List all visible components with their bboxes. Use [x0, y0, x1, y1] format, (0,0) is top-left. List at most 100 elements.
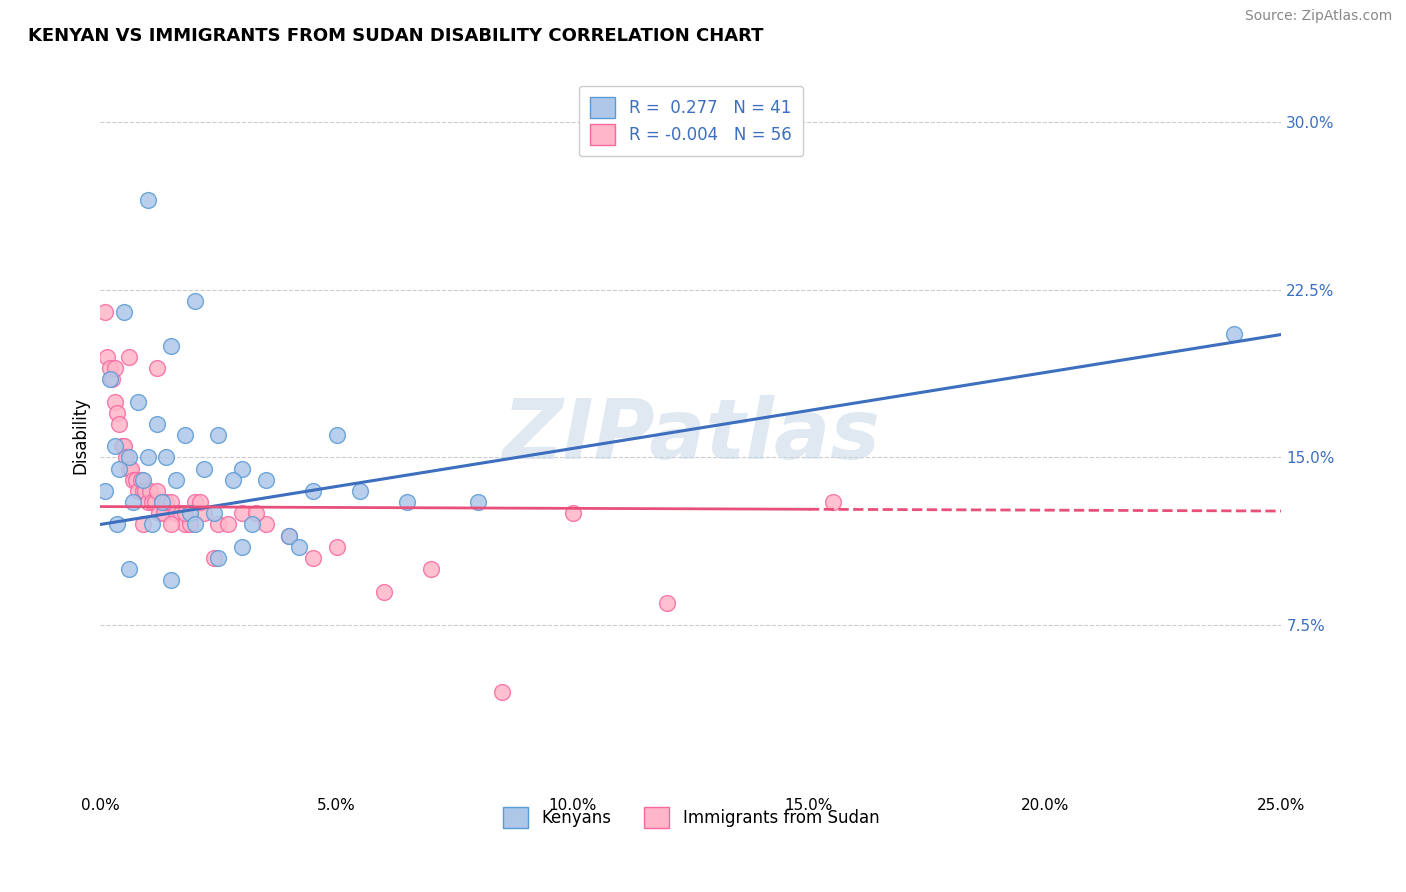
Point [108, 461, 131, 475]
Point [96, 350, 118, 364]
Point [396, 495, 419, 509]
Point [325, 428, 347, 442]
Point [94, 305, 117, 319]
Point [160, 574, 183, 588]
Legend: Kenyans, Immigrants from Sudan: Kenyans, Immigrants from Sudan [496, 801, 886, 834]
Point [325, 540, 347, 554]
Point [127, 394, 149, 409]
Point [169, 506, 191, 520]
Point [174, 517, 197, 532]
Point [349, 483, 371, 498]
Point [103, 394, 125, 409]
Point [143, 495, 166, 509]
Point [153, 506, 176, 520]
Point [136, 194, 159, 208]
Point [103, 439, 125, 453]
Point [174, 428, 197, 442]
Y-axis label: Disability: Disability [72, 396, 89, 474]
Point [231, 461, 253, 475]
Point [94, 483, 117, 498]
Point [132, 473, 155, 487]
Point [302, 551, 325, 566]
Point [141, 495, 163, 509]
Text: KENYAN VS IMMIGRANTS FROM SUDAN DISABILITY CORRELATION CHART: KENYAN VS IMMIGRANTS FROM SUDAN DISABILI… [28, 27, 763, 45]
Point [115, 450, 138, 465]
Point [302, 483, 325, 498]
Point [278, 528, 301, 542]
Point [134, 483, 156, 498]
Point [132, 483, 155, 498]
Point [141, 517, 163, 532]
Point [150, 495, 173, 509]
Point [202, 506, 225, 520]
Point [101, 372, 124, 386]
Point [122, 495, 145, 509]
Point [193, 506, 215, 520]
Point [184, 293, 207, 308]
Point [136, 450, 159, 465]
Point [240, 517, 263, 532]
Point [202, 551, 225, 566]
Point [657, 596, 679, 610]
Point [118, 461, 141, 475]
Point [125, 473, 148, 487]
Point [105, 406, 128, 420]
Point [160, 517, 183, 532]
Point [112, 439, 135, 453]
Point [146, 483, 169, 498]
Point [821, 495, 844, 509]
Point [179, 517, 201, 532]
Point [221, 473, 243, 487]
Point [467, 495, 489, 509]
Point [98, 361, 121, 376]
Point [231, 540, 253, 554]
Text: ZIPatlas: ZIPatlas [502, 394, 880, 475]
Point [561, 506, 583, 520]
Point [188, 495, 211, 509]
Point [245, 506, 267, 520]
Point [184, 495, 207, 509]
Point [112, 305, 135, 319]
Point [420, 562, 443, 576]
Point [155, 495, 177, 509]
Point [139, 483, 162, 498]
Point [184, 517, 207, 532]
Point [110, 439, 132, 453]
Point [278, 528, 301, 542]
Point [207, 428, 229, 442]
Point [217, 517, 239, 532]
Point [165, 506, 187, 520]
Point [165, 473, 187, 487]
Point [118, 562, 141, 576]
Point [132, 517, 155, 532]
Point [103, 361, 125, 376]
Point [160, 495, 183, 509]
Point [120, 461, 142, 475]
Point [127, 483, 149, 498]
Point [491, 685, 513, 699]
Point [136, 495, 159, 509]
Point [193, 461, 215, 475]
Point [373, 584, 395, 599]
Point [98, 372, 121, 386]
Point [122, 473, 145, 487]
Point [118, 450, 141, 465]
Point [207, 517, 229, 532]
Point [174, 506, 197, 520]
Point [179, 506, 201, 520]
Point [146, 361, 169, 376]
Point [148, 506, 170, 520]
Point [160, 338, 183, 352]
Point [155, 450, 177, 465]
Point [105, 517, 128, 532]
Point [254, 517, 277, 532]
Point [118, 350, 141, 364]
Point [231, 506, 253, 520]
Point [254, 473, 277, 487]
Point [287, 540, 309, 554]
Point [129, 473, 152, 487]
Point [1223, 327, 1246, 342]
Point [146, 417, 169, 431]
Point [150, 495, 173, 509]
Text: Source: ZipAtlas.com: Source: ZipAtlas.com [1244, 9, 1392, 23]
